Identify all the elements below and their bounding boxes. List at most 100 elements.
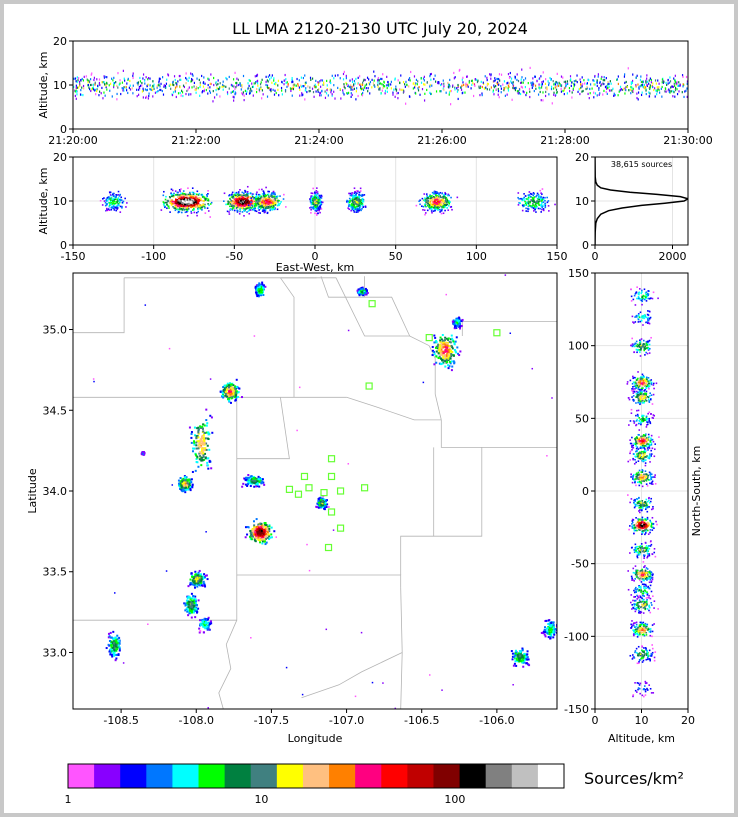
source-point	[326, 79, 328, 83]
source-point	[193, 440, 196, 443]
source-point	[113, 197, 116, 199]
source-point	[176, 191, 179, 194]
source-point	[248, 207, 250, 209]
source-point	[319, 80, 321, 83]
source-point	[227, 384, 230, 387]
source-point	[96, 89, 98, 93]
source-point	[540, 196, 542, 199]
source-point	[232, 393, 235, 396]
boundary-line	[346, 396, 442, 421]
source-point	[531, 206, 533, 209]
source-point	[185, 92, 187, 96]
source-point	[162, 93, 165, 96]
source-point	[223, 391, 226, 394]
source-point	[112, 201, 114, 203]
source-point	[109, 199, 112, 202]
source-point	[251, 530, 254, 533]
source-point	[80, 78, 82, 82]
x-tick-label: 21:22:00	[171, 134, 220, 147]
source-point	[93, 88, 95, 91]
source-point	[530, 199, 532, 201]
source-point	[351, 198, 354, 200]
source-point	[474, 84, 476, 87]
source-point	[337, 86, 339, 90]
source-point	[464, 91, 466, 94]
source-point	[138, 85, 140, 89]
source-point	[243, 204, 246, 207]
source-point	[538, 195, 540, 197]
source-point	[276, 197, 278, 199]
source-point	[378, 88, 380, 91]
source-point	[256, 79, 259, 82]
source-point	[268, 527, 271, 530]
source-point	[540, 86, 543, 89]
source-point	[245, 200, 248, 202]
source-point	[109, 82, 112, 85]
source-point	[111, 205, 113, 208]
source-point	[628, 89, 630, 92]
source-point	[132, 76, 134, 80]
source-point	[247, 476, 250, 479]
source-point	[101, 197, 104, 200]
source-point	[265, 83, 267, 87]
source-point	[246, 207, 248, 210]
source-point	[532, 197, 535, 199]
source-point	[433, 205, 436, 208]
source-point	[283, 83, 285, 86]
source-point	[350, 199, 353, 202]
source-point	[390, 80, 392, 83]
boundary-line	[400, 447, 435, 575]
source-point	[316, 201, 319, 203]
source-point	[255, 81, 257, 84]
source-point	[202, 433, 205, 436]
source-point	[486, 88, 488, 91]
source-point	[180, 204, 183, 207]
source-point	[492, 80, 494, 83]
source-point	[286, 85, 288, 88]
source-point	[364, 78, 366, 82]
source-point	[180, 78, 182, 81]
source-point	[192, 208, 195, 210]
source-point	[192, 193, 195, 196]
source-point	[431, 202, 434, 204]
source-point	[269, 199, 272, 202]
source-point	[174, 209, 177, 212]
boundary-line	[433, 447, 483, 537]
source-point	[448, 93, 450, 96]
source-point	[314, 195, 316, 198]
source-point	[230, 205, 233, 208]
source-point	[242, 91, 244, 94]
source-point	[258, 485, 261, 488]
source-point	[542, 196, 545, 199]
source-point	[185, 199, 188, 201]
source-point	[585, 87, 587, 91]
x-tick-label: 21:20:00	[48, 134, 97, 147]
source-point	[292, 80, 294, 83]
source-point	[254, 75, 256, 78]
source-point	[187, 205, 189, 207]
source-point	[100, 92, 102, 95]
source-point	[184, 476, 187, 479]
source-point	[253, 530, 256, 533]
source-point	[188, 86, 190, 89]
source-point	[386, 90, 388, 93]
source-point	[224, 391, 227, 394]
source-point	[200, 459, 203, 462]
source-point	[109, 198, 112, 200]
source-point	[251, 90, 253, 93]
source-point	[345, 74, 347, 78]
source-point	[381, 89, 383, 92]
source-point	[166, 207, 168, 210]
source-point	[192, 74, 194, 77]
source-point	[262, 203, 265, 205]
source-point	[496, 77, 498, 81]
source-point	[423, 83, 425, 86]
source-point	[424, 203, 426, 206]
source-point	[602, 93, 604, 96]
source-point	[525, 210, 527, 212]
source-point	[195, 444, 198, 447]
source-point	[657, 87, 659, 90]
source-point	[560, 90, 563, 93]
source-point	[636, 74, 638, 77]
source-point	[247, 204, 250, 207]
